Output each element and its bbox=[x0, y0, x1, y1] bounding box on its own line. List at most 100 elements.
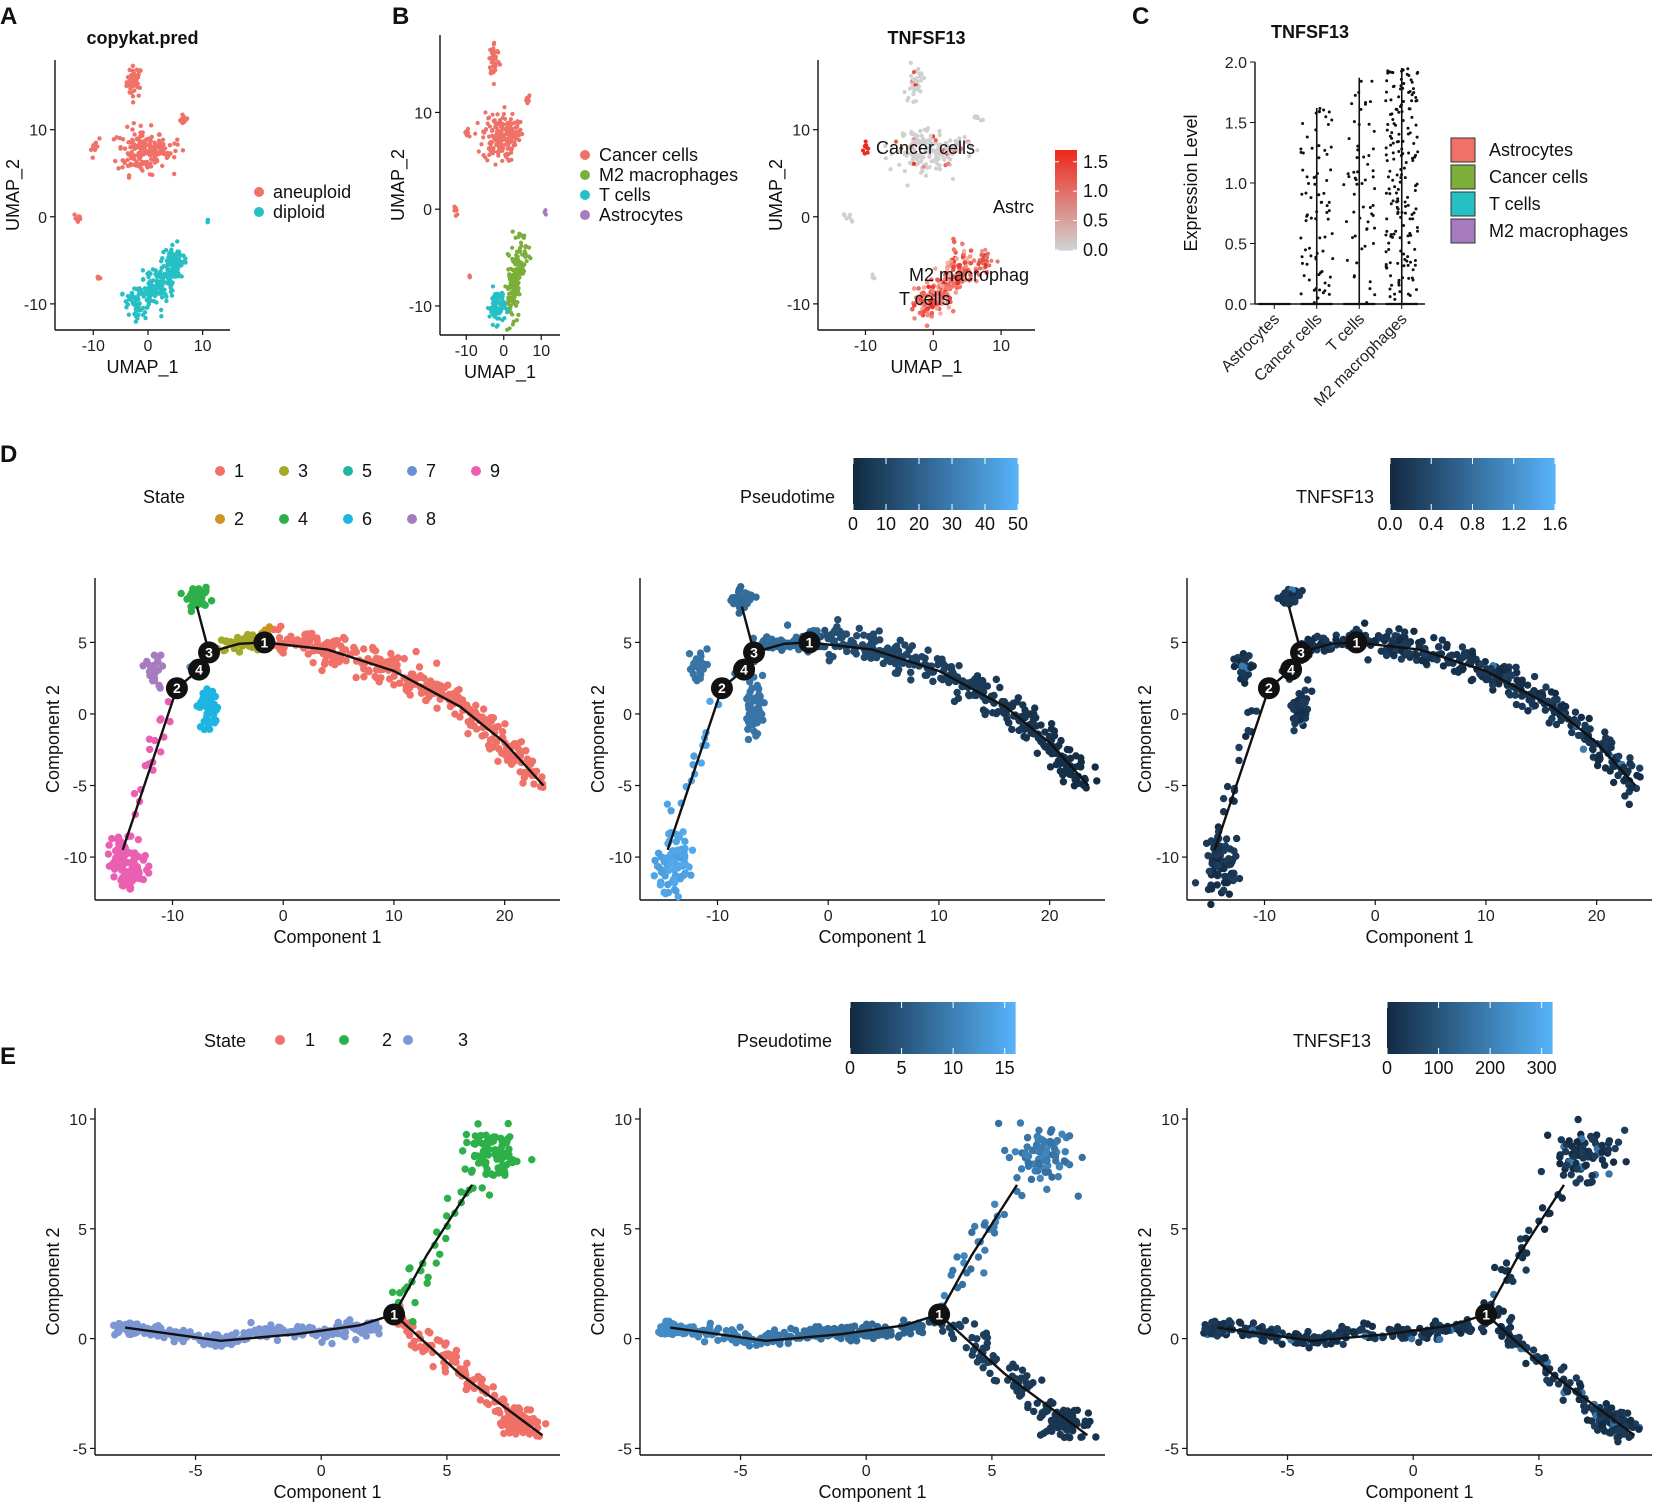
data-point bbox=[147, 280, 152, 285]
data-point bbox=[953, 138, 958, 143]
y-tick-label: 1.0 bbox=[1225, 176, 1247, 193]
violin-point bbox=[1416, 150, 1420, 154]
data-point bbox=[144, 869, 153, 877]
x-axis-label: Component 1 bbox=[273, 927, 381, 947]
data-point bbox=[864, 143, 869, 148]
data-point bbox=[396, 1289, 404, 1297]
colorbar-gradient-step bbox=[894, 458, 899, 510]
x-tick-label: 20 bbox=[1588, 908, 1606, 925]
data-point bbox=[1364, 656, 1372, 664]
data-point bbox=[503, 756, 512, 765]
violin-point bbox=[1300, 261, 1304, 265]
data-point bbox=[919, 159, 924, 164]
data-point bbox=[75, 219, 81, 224]
data-point bbox=[139, 875, 148, 884]
data-point bbox=[513, 125, 518, 130]
colorbar-gradient-step bbox=[964, 458, 970, 510]
data-point bbox=[117, 135, 122, 141]
colorbar-gradient-step bbox=[989, 458, 994, 510]
data-point bbox=[980, 257, 986, 262]
violin-point bbox=[1326, 122, 1330, 126]
data-point bbox=[501, 1169, 509, 1177]
data-point bbox=[907, 86, 913, 91]
data-point bbox=[509, 148, 514, 153]
data-point bbox=[1232, 852, 1240, 860]
violin-point bbox=[1357, 122, 1361, 126]
data-point bbox=[156, 132, 162, 137]
data-point bbox=[140, 133, 145, 138]
data-point bbox=[519, 243, 524, 249]
chart-title: TNFSF13 bbox=[1271, 22, 1349, 42]
x-tick-label: 20 bbox=[496, 908, 514, 925]
colorbar-gradient-step bbox=[1398, 458, 1403, 510]
data-point bbox=[143, 290, 148, 295]
data-point bbox=[489, 310, 494, 315]
data-point bbox=[1017, 725, 1026, 733]
violin-point bbox=[1367, 154, 1371, 158]
data-point bbox=[1518, 679, 1526, 688]
data-point bbox=[352, 648, 360, 656]
colorbar-gradient-step bbox=[919, 458, 924, 510]
data-point bbox=[942, 157, 947, 162]
data-point bbox=[489, 71, 494, 76]
data-point bbox=[860, 148, 866, 153]
data-point bbox=[952, 149, 957, 154]
legend-label: 3 bbox=[458, 1030, 468, 1050]
cluster-annotation: Cancer cells bbox=[876, 138, 975, 158]
violin-point bbox=[1400, 210, 1404, 214]
violin-point bbox=[1359, 107, 1363, 111]
violin-point bbox=[1373, 226, 1377, 230]
legend-key bbox=[215, 514, 225, 524]
violin-point bbox=[1400, 110, 1404, 114]
data-point bbox=[496, 1409, 504, 1417]
legend-label: 4 bbox=[298, 509, 308, 529]
data-point bbox=[147, 670, 156, 679]
data-point bbox=[1541, 706, 1550, 714]
data-point bbox=[736, 1323, 744, 1331]
data-point bbox=[937, 167, 942, 172]
data-point bbox=[436, 681, 444, 689]
data-point bbox=[1202, 839, 1211, 848]
data-point bbox=[472, 701, 480, 710]
violin-point bbox=[1395, 173, 1399, 177]
data-point bbox=[463, 130, 468, 135]
legend-label: Cancer cells bbox=[1489, 167, 1588, 187]
violin-point bbox=[1312, 301, 1316, 305]
violin-point bbox=[1407, 107, 1411, 111]
violin-point bbox=[1353, 93, 1357, 97]
data-point bbox=[867, 638, 876, 647]
data-point bbox=[392, 655, 400, 663]
violin-point bbox=[1396, 212, 1400, 216]
branch-node-label: 2 bbox=[173, 680, 181, 696]
data-point bbox=[153, 153, 159, 158]
data-point bbox=[368, 643, 377, 652]
data-point bbox=[1297, 691, 1305, 699]
violin-point bbox=[1360, 182, 1364, 186]
data-point bbox=[111, 137, 117, 142]
data-point bbox=[528, 1155, 536, 1164]
data-point bbox=[855, 624, 863, 633]
colorbar-gradient-step bbox=[1468, 458, 1474, 510]
data-point bbox=[149, 134, 154, 140]
data-point bbox=[131, 83, 136, 88]
data-point bbox=[846, 214, 852, 220]
data-point bbox=[510, 289, 515, 294]
violin-point bbox=[1322, 108, 1326, 112]
violin-point bbox=[1355, 261, 1359, 265]
data-point bbox=[732, 1339, 740, 1347]
data-point bbox=[954, 694, 963, 703]
data-point bbox=[979, 677, 987, 685]
colorbar-gradient-step bbox=[1001, 458, 1007, 510]
legend-label: 6 bbox=[362, 509, 372, 529]
data-point bbox=[156, 285, 162, 290]
colorbar-tick-label: 0.0 bbox=[1083, 240, 1108, 260]
violin-point bbox=[1385, 128, 1389, 132]
colorbar-gradient-step bbox=[1005, 458, 1011, 510]
data-point bbox=[1235, 743, 1243, 752]
colorbar-gradient-step bbox=[927, 458, 932, 510]
data-point bbox=[468, 1166, 476, 1175]
violin-point bbox=[1394, 191, 1398, 195]
data-point bbox=[485, 1191, 494, 1199]
